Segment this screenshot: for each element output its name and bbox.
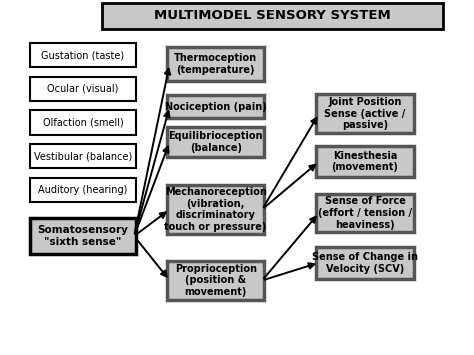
Text: Somatosensory
"sixth sense": Somatosensory "sixth sense" [37,225,128,247]
FancyBboxPatch shape [316,194,413,231]
FancyBboxPatch shape [29,77,136,101]
Text: Thermoception
(temperature): Thermoception (temperature) [174,53,257,75]
Text: Kinesthesia
(movement): Kinesthesia (movement) [331,151,399,172]
Text: Vestibular (balance): Vestibular (balance) [34,151,132,161]
FancyBboxPatch shape [316,247,413,279]
FancyBboxPatch shape [167,127,264,157]
Text: Sense of Change in
Velocity (SCV): Sense of Change in Velocity (SCV) [312,252,418,273]
Text: MULTIMODEL SENSORY SYSTEM: MULTIMODEL SENSORY SYSTEM [154,10,391,22]
Text: Proprioception
(position &
movement): Proprioception (position & movement) [175,264,256,297]
FancyBboxPatch shape [167,185,264,234]
Text: Nociception (pain): Nociception (pain) [165,102,266,111]
FancyBboxPatch shape [167,261,264,300]
FancyBboxPatch shape [167,95,264,118]
Text: Mechanoreception
(vibration,
discriminatory
touch or pressure): Mechanoreception (vibration, discriminat… [164,187,267,232]
Text: Gustation (taste): Gustation (taste) [41,50,125,60]
Text: Olfaction (smell): Olfaction (smell) [43,118,123,127]
Text: Ocular (visual): Ocular (visual) [47,84,118,94]
FancyBboxPatch shape [167,47,264,81]
Text: Equilibrioception
(balance): Equilibrioception (balance) [168,131,263,153]
FancyBboxPatch shape [102,3,443,29]
Text: Auditory (hearing): Auditory (hearing) [38,185,128,195]
FancyBboxPatch shape [316,146,413,176]
FancyBboxPatch shape [29,144,136,168]
FancyBboxPatch shape [29,43,136,67]
FancyBboxPatch shape [316,94,413,133]
FancyBboxPatch shape [29,110,136,135]
FancyBboxPatch shape [29,178,136,202]
Text: Joint Position
Sense (active /
passive): Joint Position Sense (active / passive) [324,97,406,130]
FancyBboxPatch shape [29,218,136,254]
Text: Sense of Force
(effort / tension /
heaviness): Sense of Force (effort / tension / heavi… [318,196,412,230]
